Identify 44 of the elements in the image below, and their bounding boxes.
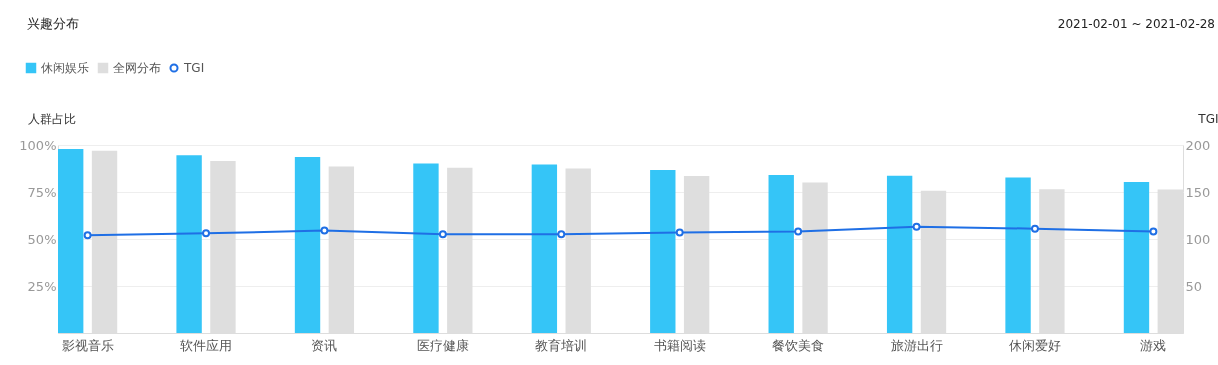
bar — [328, 166, 355, 333]
legend-label: 全网分布 — [113, 61, 161, 75]
bar — [768, 174, 794, 333]
bar — [650, 170, 676, 333]
x-tick-label: 影视音乐 — [61, 337, 114, 353]
bar — [91, 150, 118, 333]
bar — [886, 175, 913, 333]
bar — [58, 148, 84, 333]
x-tick-label: 餐饮美食 — [772, 337, 825, 353]
bar — [683, 176, 710, 333]
x-tick-label: 游戏 — [1140, 337, 1167, 353]
bar — [802, 182, 828, 333]
y2-tick-label: 200 — [1185, 137, 1211, 153]
x-tick-label: 休闲爱好 — [1008, 337, 1061, 353]
x-tick-label: 书籍阅读 — [653, 337, 706, 353]
bar — [1039, 189, 1065, 333]
legend-label: 休闲娱乐 — [41, 61, 89, 75]
y-tick-label: 75% — [27, 184, 57, 200]
y-tick-label: 100% — [19, 137, 57, 153]
x-tick-label: 软件应用 — [180, 337, 233, 353]
bar — [413, 163, 439, 333]
x-tick-label: 教育培训 — [535, 337, 588, 353]
legend-label: TGI — [183, 61, 205, 75]
y2-tick-label: 150 — [1185, 184, 1211, 200]
bar — [210, 160, 236, 333]
bar — [176, 155, 202, 333]
chart-title: 兴趣分布 — [27, 16, 79, 31]
x-tick-label: 资讯 — [311, 337, 338, 353]
bar — [1005, 177, 1031, 333]
bar — [565, 168, 591, 333]
y2-tick-label: 50 — [1185, 278, 1203, 294]
bar — [1123, 182, 1150, 333]
bar — [920, 190, 947, 333]
x-tick-label: 旅游出行 — [890, 337, 943, 353]
y-tick-label: 50% — [27, 231, 57, 247]
y2-axis-title: TGI — [1197, 111, 1218, 126]
bar — [531, 164, 558, 333]
y-axis-title: 人群占比 — [27, 111, 76, 126]
y-tick-label: 25% — [27, 278, 57, 294]
text: 2021-02-01 ~ 2021-02-28 — [1057, 17, 1215, 31]
bar — [294, 157, 321, 333]
x-tick-label: 医疗健康 — [416, 337, 469, 353]
bar — [447, 167, 473, 333]
y2-tick-label: 100 — [1185, 231, 1211, 247]
